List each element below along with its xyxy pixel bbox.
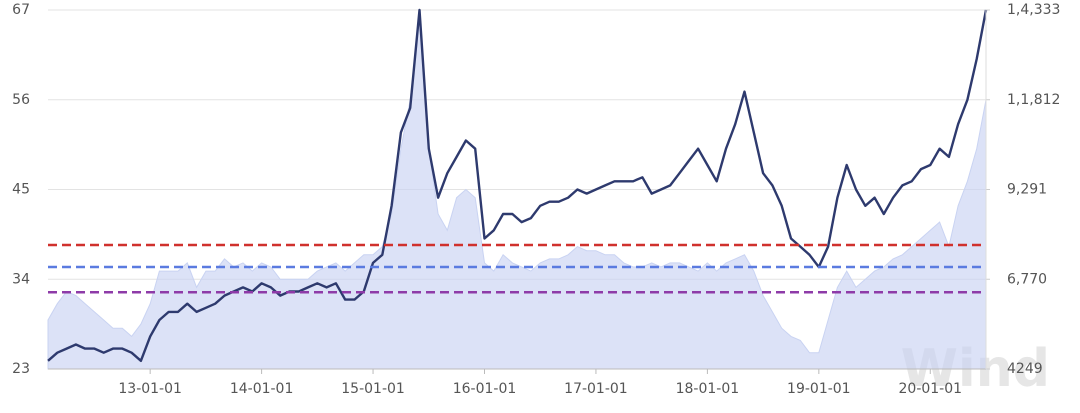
y-tick-label: 34 (12, 271, 30, 287)
area (47, 18, 987, 370)
y2-tick-label: 9,291 (1007, 182, 1047, 198)
y2-tick-label: 1,1,812 (1007, 92, 1060, 108)
x-tick-label: 18-01-01 (676, 381, 740, 397)
y2-tick-label: 4249 (1007, 361, 1043, 377)
y-tick-label: 56 (12, 92, 30, 108)
x-tick-label: 13-01-01 (118, 381, 182, 397)
y-tick-label: 67 (12, 2, 30, 18)
y-tick-label: 23 (12, 361, 30, 377)
y2-tick-label: 1,4,333 (1007, 2, 1060, 18)
x-tick-label: 15-01-01 (341, 381, 405, 397)
x-tick-label: 16-01-01 (453, 381, 517, 397)
x-tick-label: 17-01-01 (564, 381, 628, 397)
x-tick-label: 14-01-01 (230, 381, 294, 397)
x-tick-label: 19-01-01 (787, 381, 851, 397)
y-tick-label: 45 (12, 182, 30, 198)
x-tick-label: 20-01-01 (899, 381, 963, 397)
line (47, 8, 988, 362)
y2-tick-label: 6,770 (1007, 271, 1047, 287)
